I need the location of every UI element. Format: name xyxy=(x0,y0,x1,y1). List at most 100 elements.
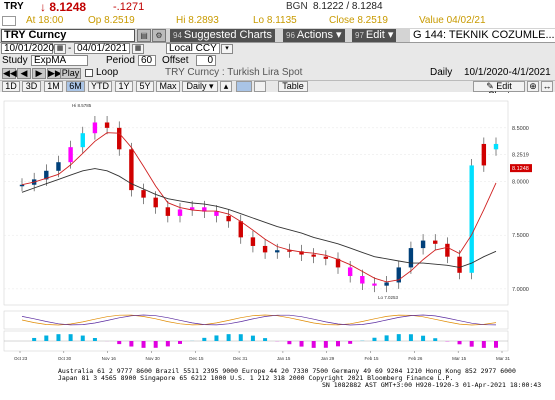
candle xyxy=(433,240,438,244)
calendar-icon[interactable]: ▦ xyxy=(132,44,144,54)
settings-icon[interactable]: ⚙ xyxy=(152,29,166,42)
histogram-bar xyxy=(214,335,219,341)
edit-label: Edit xyxy=(365,29,385,41)
candle xyxy=(250,237,256,246)
line-style-icon[interactable] xyxy=(254,81,266,92)
candle xyxy=(396,267,401,283)
histogram-bar xyxy=(384,335,389,341)
frequency-label: Daily xyxy=(430,67,453,78)
table-button[interactable]: Table xyxy=(278,81,308,92)
edit-num: 97 xyxy=(355,31,364,40)
candle xyxy=(469,165,474,273)
last-price-marker xyxy=(510,164,532,173)
zoom-icon[interactable]: ⊕ xyxy=(527,81,539,92)
high-price: Hi 8.2893 xyxy=(176,15,219,26)
net-change: -.1271 xyxy=(113,1,145,13)
chevron-down-icon[interactable]: ▾ xyxy=(221,44,233,54)
histogram-bar xyxy=(32,337,37,341)
candle xyxy=(165,207,171,216)
candle xyxy=(457,256,462,273)
edit-button[interactable]: 97 Edit ▾ xyxy=(352,29,397,42)
security-input[interactable]: TRY Curncy xyxy=(1,29,135,42)
candle xyxy=(275,250,280,253)
period-1m-button[interactable]: 1M xyxy=(44,81,63,92)
bid-ask: 8.1222 / 8.1284 xyxy=(313,1,383,12)
histogram-bar xyxy=(141,341,146,348)
period-6m-button[interactable]: 6M xyxy=(66,81,85,92)
candle xyxy=(299,251,304,255)
histogram-bar xyxy=(263,338,268,341)
period-3d-button[interactable]: 3D xyxy=(22,81,41,92)
loop-checkbox[interactable] xyxy=(85,69,93,77)
fast-forward-icon[interactable]: ▶▶ xyxy=(47,68,62,79)
suggested-label: Suggested Charts xyxy=(183,29,272,41)
period-label: Period xyxy=(106,55,135,66)
news-ticker[interactable]: G 144: TEKNIK COZUMLE... xyxy=(410,29,555,42)
interval-label: Daily xyxy=(186,81,207,91)
offset-input[interactable]: 0 xyxy=(196,55,216,66)
histogram-bar xyxy=(408,334,413,341)
suggested-charts-button[interactable]: 94 Suggested Charts xyxy=(170,29,275,42)
histogram-bar xyxy=(56,334,61,341)
histogram-bar xyxy=(336,341,340,347)
candle xyxy=(335,258,341,268)
chart-type-icon[interactable]: ▤ xyxy=(137,29,151,42)
candle xyxy=(104,122,110,128)
x-tick-label: Mar 31 xyxy=(496,356,511,361)
study-bar: Study ExpMA Period 60 Offset 0 xyxy=(0,55,555,67)
candle xyxy=(153,197,158,208)
end-date-field[interactable]: 04/01/2021 xyxy=(74,43,130,54)
chart-title: TRY Curncy : Turkish Lira Spot xyxy=(165,67,303,78)
histogram-bar xyxy=(238,334,243,341)
x-tick-label: Mar 15 xyxy=(452,356,467,361)
play-button[interactable]: Play xyxy=(60,68,81,79)
actions-label: Actions xyxy=(296,29,333,41)
x-tick-label: Nov 30 xyxy=(145,356,160,361)
candle-style-icon[interactable] xyxy=(236,81,252,92)
interval-select[interactable]: Daily ▾ xyxy=(182,81,218,92)
chart-style-icon[interactable]: ▴ xyxy=(220,81,232,92)
actions-button[interactable]: 96 Actions ▾ xyxy=(283,29,345,42)
period-input[interactable]: 60 xyxy=(138,55,156,66)
currency-select[interactable]: Local CCY xyxy=(166,43,220,54)
candle xyxy=(226,215,231,222)
actions-num: 96 xyxy=(286,31,295,40)
x-tick-label: Jan 29 xyxy=(321,356,335,361)
histogram-bar xyxy=(323,341,328,348)
step-forward-icon[interactable]: ▶ xyxy=(32,68,46,79)
candle xyxy=(214,211,219,216)
period-5y-button[interactable]: 5Y xyxy=(136,81,154,92)
histogram-bar xyxy=(311,341,316,348)
candle xyxy=(493,143,499,150)
low-price: Lo 8.1135 xyxy=(253,15,297,26)
study-select[interactable]: ExpMA xyxy=(31,55,88,66)
footer: Australia 61 2 9777 8600 Brazil 5511 239… xyxy=(0,367,555,400)
step-back-icon[interactable]: ◀ xyxy=(17,68,31,79)
calendar-icon[interactable]: ▦ xyxy=(54,44,66,54)
candle xyxy=(372,283,377,286)
candle xyxy=(287,250,292,252)
x-tick-label: Oct 30 xyxy=(58,356,72,361)
period-1y-button[interactable]: 1Y xyxy=(115,81,133,92)
histogram-bar xyxy=(165,341,170,347)
x-tick-label: Dec 31 xyxy=(233,356,248,361)
histogram-bar xyxy=(469,341,474,347)
histogram-bar xyxy=(129,341,134,347)
period-max-button[interactable]: Max xyxy=(156,81,180,92)
flag-icon xyxy=(2,16,16,26)
histogram-bar xyxy=(433,338,438,341)
histogram-bar xyxy=(117,341,122,345)
rewind-icon[interactable]: ◀◀ xyxy=(2,68,17,79)
histogram-bar xyxy=(250,335,255,341)
pan-icon[interactable]: ↔ xyxy=(541,81,553,92)
loop-label: Loop xyxy=(96,67,119,78)
price-chart[interactable]: 8.5000 8.2519 8.0000 7.5000 7.0000 8.1248 Hi 8… xyxy=(0,93,555,368)
footer-session-line: SN 1082882 AST GMT+3:00 H920-1920-3 01-A… xyxy=(322,381,542,389)
start-date-field[interactable]: 10/01/2020 xyxy=(1,43,54,54)
period-ytd-button[interactable]: YTD xyxy=(88,81,112,92)
edit-chart-button[interactable]: ✎ Edit Chart xyxy=(473,81,525,100)
candle xyxy=(384,282,389,286)
x-tick-label: Dec 15 xyxy=(189,356,204,361)
candle xyxy=(420,240,426,249)
period-1d-button[interactable]: 1D xyxy=(2,81,20,92)
